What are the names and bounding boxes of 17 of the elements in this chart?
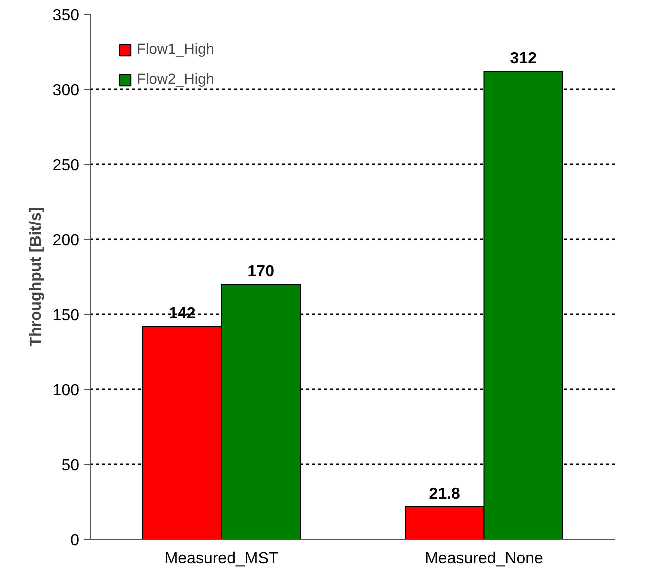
- y-tick-label: 0: [70, 532, 80, 550]
- y-axis-title: Throughput [Bit/s]: [28, 207, 45, 347]
- y-tick-label: 150: [52, 308, 80, 324]
- x-tick-label: Measured_None: [425, 550, 544, 568]
- y-tick-label: 300: [52, 82, 80, 100]
- x-tick-label: Measured_MST: [164, 550, 279, 568]
- y-tick-label: 100: [52, 382, 80, 400]
- y-tick-label: 200: [52, 232, 80, 250]
- legend-label: Flow2_High: [137, 72, 214, 88]
- data-label: 170: [248, 264, 275, 280]
- data-label: 312: [510, 50, 538, 68]
- y-tick-label: 350: [52, 8, 80, 24]
- data-label: 142: [169, 306, 196, 322]
- y-tick-label: 250: [52, 158, 80, 174]
- y-tick-label: 50: [62, 458, 80, 474]
- data-label: 21.8: [429, 486, 461, 503]
- legend-label: Flow1_High: [137, 42, 214, 58]
